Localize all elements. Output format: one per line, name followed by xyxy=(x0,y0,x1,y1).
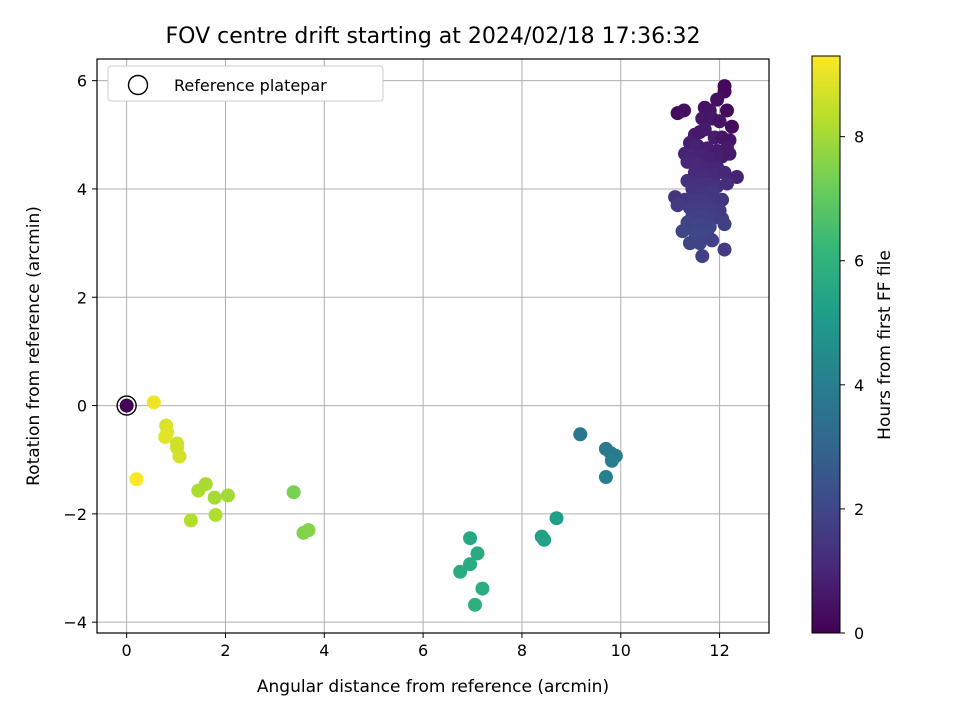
x-tick-label: 8 xyxy=(517,641,527,660)
data-point xyxy=(695,111,710,126)
x-tick-label: 12 xyxy=(709,641,729,660)
data-point xyxy=(675,224,690,239)
legend-entry-reference: Reference platepar xyxy=(174,76,327,95)
x-tick-label: 10 xyxy=(611,641,631,660)
data-point xyxy=(453,564,468,579)
data-point xyxy=(301,523,316,538)
legend-marker-icon xyxy=(127,74,149,96)
data-point xyxy=(146,395,161,410)
data-point xyxy=(475,581,490,596)
data-point xyxy=(720,176,734,191)
plot-frame xyxy=(96,58,770,634)
colorbar-tick-label: 8 xyxy=(854,128,864,147)
colorbar-tick-label: 0 xyxy=(854,624,864,643)
data-point xyxy=(717,217,732,232)
colorbar-tick-label: 2 xyxy=(854,500,864,519)
y-tick-label: −4 xyxy=(63,613,87,632)
colorbar-label: Hours from first FF file xyxy=(875,250,895,440)
x-tick-label: 0 xyxy=(122,641,132,660)
data-point xyxy=(682,236,697,251)
data-point xyxy=(286,485,301,500)
reference-marker xyxy=(116,395,137,416)
colorbar-ticks: 0 2 4 6 8 xyxy=(840,128,864,643)
data-point xyxy=(720,103,734,118)
data-point xyxy=(158,429,173,444)
plot-area: 0 2 4 6 8 10 12 −4 −2 0 2 4 6 xyxy=(63,58,770,660)
data-point xyxy=(712,114,727,129)
colorbar-tick-label: 4 xyxy=(854,376,864,395)
data-point xyxy=(687,225,702,240)
data-point xyxy=(604,453,619,468)
data-point xyxy=(598,470,613,485)
data-points xyxy=(119,79,744,612)
legend-box xyxy=(107,65,384,102)
x-axis-label: Angular distance from reference (arcmin) xyxy=(257,677,609,697)
y-tick-label: 6 xyxy=(77,72,87,91)
data-point xyxy=(697,122,712,137)
colorbar: 0 2 4 6 8 Hours from first FF file xyxy=(811,55,895,643)
legend: Reference platepar xyxy=(107,65,384,102)
data-point xyxy=(710,92,725,107)
x-tick-label: 6 xyxy=(418,641,428,660)
data-point xyxy=(717,165,732,180)
y-tick-label: 4 xyxy=(77,180,87,199)
data-point xyxy=(670,198,685,213)
data-point xyxy=(183,513,198,528)
data-point xyxy=(729,170,744,185)
x-axis-ticks: 0 2 4 6 8 10 12 xyxy=(122,633,730,660)
y-axis-ticks: −4 −2 0 2 4 6 xyxy=(63,72,97,632)
chart-title: FOV centre drift starting at 2024/02/18 … xyxy=(166,24,701,49)
data-point xyxy=(208,507,223,522)
data-point xyxy=(724,119,739,134)
grid-lines xyxy=(97,59,769,633)
y-tick-label: 0 xyxy=(77,397,87,416)
data-point xyxy=(191,483,206,498)
data-point xyxy=(119,398,134,413)
y-tick-label: −2 xyxy=(63,505,87,524)
data-point xyxy=(695,249,710,264)
data-point xyxy=(715,192,730,207)
x-tick-label: 4 xyxy=(319,641,329,660)
data-point xyxy=(129,472,144,487)
colorbar-gradient xyxy=(811,55,841,634)
data-point xyxy=(172,449,187,464)
data-point xyxy=(692,236,707,251)
data-point xyxy=(549,511,564,526)
y-tick-label: 2 xyxy=(77,288,87,307)
data-point xyxy=(463,557,478,572)
reference-platepar-marker xyxy=(116,395,137,416)
data-point xyxy=(717,242,732,257)
colorbar-tick-label: 6 xyxy=(854,252,864,271)
data-point xyxy=(537,532,552,547)
data-point xyxy=(573,427,588,442)
data-point xyxy=(207,490,222,505)
data-point xyxy=(705,233,720,248)
data-point xyxy=(463,531,478,546)
data-point xyxy=(677,103,692,118)
y-axis-label: Rotation from reference (arcmin) xyxy=(24,206,44,486)
x-tick-label: 2 xyxy=(220,641,230,660)
data-point xyxy=(470,546,485,561)
data-point xyxy=(220,488,235,503)
data-point xyxy=(468,597,482,612)
data-point xyxy=(722,146,737,161)
